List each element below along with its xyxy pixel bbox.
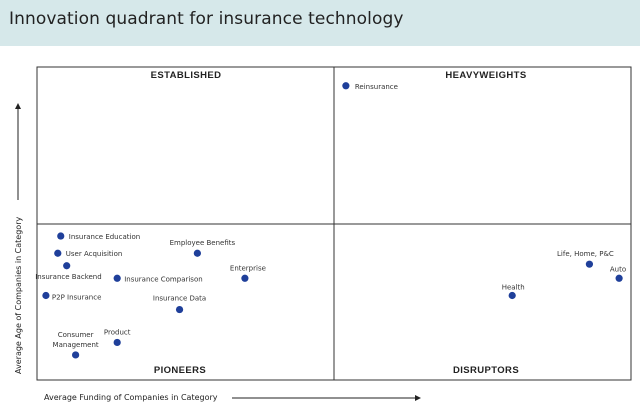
data-point: [42, 291, 50, 300]
data-point: [113, 274, 121, 282]
data-point-label: P2P Insurance: [52, 293, 101, 301]
quadrant-label-established: ESTABLISHED: [151, 70, 222, 81]
data-point-label: Insurance Backend: [35, 273, 102, 281]
data-points: Reinsurance Insurance Education User Acqui…: [35, 82, 626, 359]
x-axis-label: Average Funding of Companies in Category: [44, 393, 218, 402]
data-point: [615, 274, 623, 282]
data-point-label: Insurance Comparison: [124, 275, 202, 283]
title-banner: Innovation quadrant for insurance techno…: [0, 0, 640, 46]
data-point-label: Product: [104, 328, 131, 336]
data-point: [72, 351, 80, 359]
data-point: [113, 338, 121, 347]
data-point: [175, 305, 184, 314]
y-axis-label: Average Age of Companies in Category: [14, 217, 23, 374]
data-point: [63, 262, 71, 270]
data-point-label: Reinsurance: [355, 83, 398, 91]
data-point-label: User Acquisition: [66, 250, 123, 258]
quadrant-label-pioneers: PIONEERS: [154, 365, 206, 376]
data-point: [241, 274, 249, 282]
data-point: [585, 260, 594, 268]
data-point-label: Enterprise: [230, 264, 266, 272]
chart-title: Innovation quadrant for insurance techno…: [9, 9, 404, 29]
data-point-label: Employee Benefits: [170, 239, 236, 247]
data-point-label: Management: [53, 341, 99, 349]
data-point-label: Insurance Education: [69, 233, 140, 241]
data-point: [54, 249, 62, 257]
data-point-label: Auto: [610, 265, 626, 273]
data-point-label: Consumer: [58, 331, 94, 339]
data-point-label: Insurance Data: [153, 295, 206, 303]
data-point: [57, 232, 65, 240]
quadrant-label-heavyweights: HEAVYWEIGHTS: [445, 70, 526, 81]
data-point: [508, 291, 516, 300]
data-point-label: Life, Home, P&C: [557, 250, 614, 258]
quadrant-label-disruptors: DISRUPTORS: [453, 365, 519, 376]
data-point-label: Health: [502, 283, 525, 291]
data-point: [342, 82, 350, 90]
data-point: [193, 249, 201, 257]
